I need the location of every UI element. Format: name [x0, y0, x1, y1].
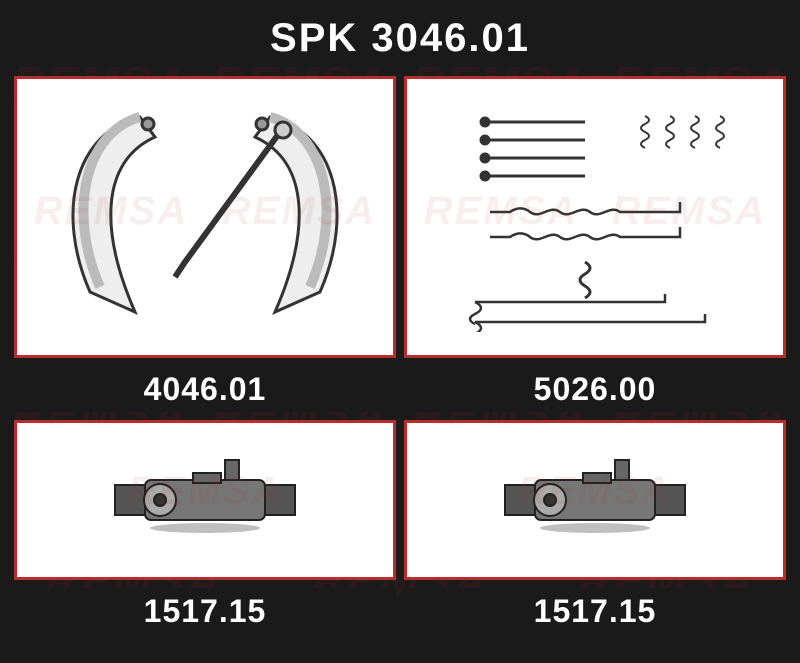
cell-image-4046-01: REMSAREMSA [14, 76, 396, 358]
brake-shoes-icon [45, 102, 365, 332]
wheel-cylinder-icon [475, 445, 715, 555]
header: SPK 3046.01 [0, 8, 800, 68]
part-number: 1517.15 [144, 593, 267, 630]
cell-label-1517-15-left: 1517.15 [14, 588, 396, 634]
cell-image-5026-00: REMSAREMSA [404, 76, 786, 358]
cell-label-1517-15-right: 1517.15 [404, 588, 786, 634]
cell-label-5026-00: 5026.00 [404, 366, 786, 412]
cell-label-4046-01: 4046.01 [14, 366, 396, 412]
part-number: 5026.00 [534, 371, 657, 408]
page-title: SPK 3046.01 [270, 16, 530, 61]
cell-image-1517-15-right: REMSA [404, 420, 786, 580]
fitting-kit-icon [435, 102, 755, 332]
cell-image-1517-15-left: REMSA [14, 420, 396, 580]
product-grid: REMSAREMSA REM [14, 76, 786, 649]
part-number: 1517.15 [534, 593, 657, 630]
page: REMSAREMSAREMSA REMSAREMSAREMSA REMSAREM… [0, 0, 800, 663]
part-number: 4046.01 [144, 371, 267, 408]
wheel-cylinder-icon [85, 445, 325, 555]
